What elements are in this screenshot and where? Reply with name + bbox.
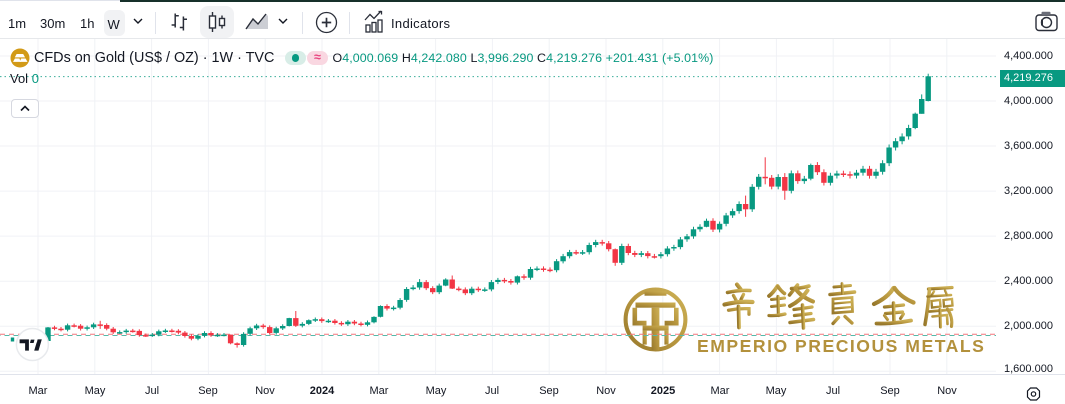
svg-text:EMPERIO PRECIOUS METALS: EMPERIO PRECIOUS METALS	[697, 336, 985, 356]
